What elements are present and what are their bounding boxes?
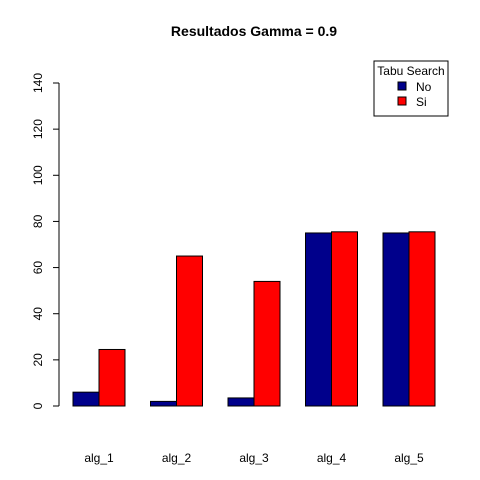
y-tick-label: 140 bbox=[31, 73, 45, 93]
y-tick-label: 0 bbox=[31, 402, 45, 409]
y-tick-label: 40 bbox=[31, 307, 45, 321]
bars bbox=[72, 231, 436, 407]
bar-alg_1-si bbox=[98, 348, 126, 407]
x-tick-label: alg_2 bbox=[162, 451, 192, 465]
chart-title: Resultados Gamma = 0.9 bbox=[171, 23, 337, 39]
x-axis-labels: alg_1 alg_2 alg_3 alg_4 alg_5 bbox=[84, 451, 424, 465]
y-tick-label: 20 bbox=[31, 353, 45, 367]
y-tick-label: 60 bbox=[31, 261, 45, 275]
bar-alg_4-no bbox=[305, 232, 332, 407]
bar-alg_1-no bbox=[72, 391, 100, 407]
legend-label-si: Si bbox=[416, 95, 427, 109]
legend-swatch-si bbox=[397, 96, 407, 106]
legend-title: Tabu Search bbox=[377, 64, 444, 78]
bar-alg_2-si bbox=[176, 255, 203, 407]
x-tick-label: alg_3 bbox=[239, 451, 269, 465]
bar-alg_3-si bbox=[253, 280, 281, 407]
bar-alg_5-no bbox=[382, 232, 410, 407]
x-tick-label: alg_1 bbox=[84, 451, 114, 465]
y-axis: 0 20 40 60 80 100 120 140 bbox=[31, 73, 60, 409]
x-tick-label: alg_5 bbox=[394, 451, 424, 465]
y-tick-label: 100 bbox=[31, 165, 45, 185]
bar-alg_2-no bbox=[150, 400, 177, 407]
y-tick-label: 80 bbox=[31, 214, 45, 228]
bar-alg_4-si bbox=[331, 231, 358, 407]
legend-swatch-no bbox=[397, 81, 407, 91]
y-tick-label: 120 bbox=[31, 119, 45, 139]
legend-box bbox=[373, 60, 449, 117]
x-tick-label: alg_4 bbox=[317, 451, 347, 465]
legend-label-no: No bbox=[416, 80, 432, 94]
bar-alg_3-no bbox=[227, 397, 255, 407]
bar-alg_5-si bbox=[408, 231, 436, 407]
